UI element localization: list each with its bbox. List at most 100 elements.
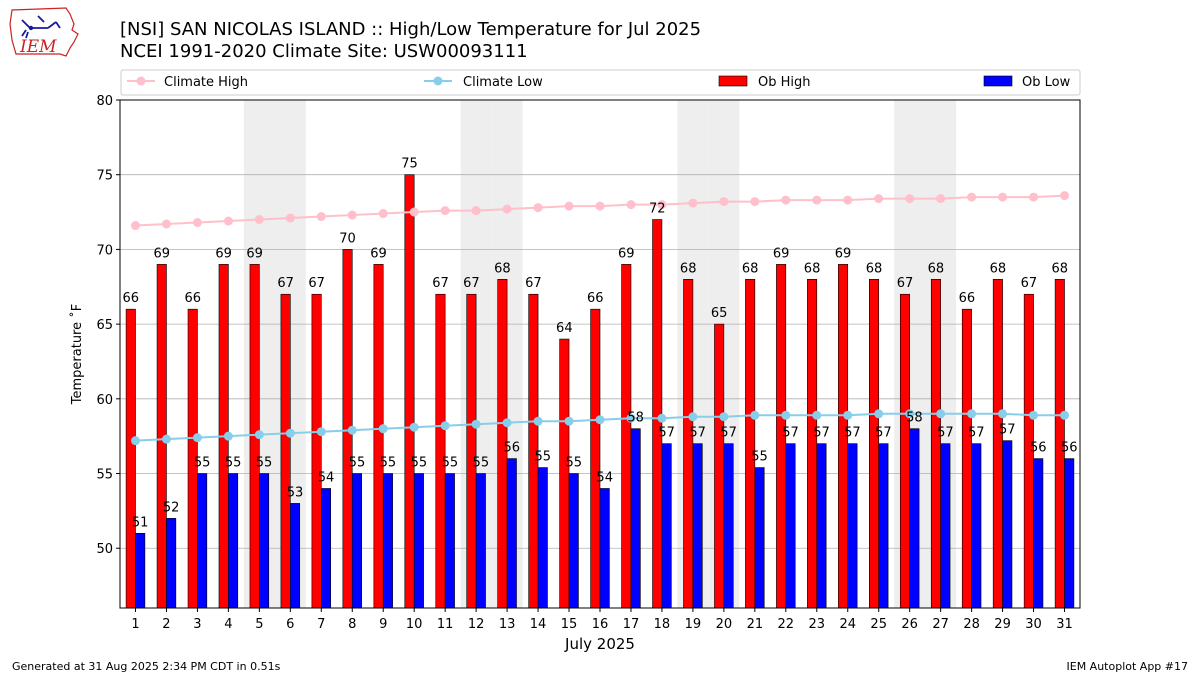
bar-ob-high-17 (621, 264, 632, 609)
label-ob-high-27: 68 (928, 261, 945, 276)
point-climate-low-11 (440, 421, 450, 431)
x-tick-label-8: 8 (348, 617, 356, 632)
iem-logo: IEM (9, 7, 79, 57)
point-climate-high-15 (564, 201, 574, 211)
bar-ob-high-16 (590, 308, 601, 609)
footer-generated: Generated at 31 Aug 2025 2:34 PM CDT in … (12, 660, 281, 673)
bar-ob-low-3 (197, 473, 208, 609)
point-climate-high-1 (130, 221, 140, 231)
legend-climate-high-marker (136, 76, 146, 86)
label-ob-low-30: 56 (1030, 441, 1047, 456)
chart-title-line2: NCEI 1991-2020 Climate Site: USW00093111 (120, 41, 528, 62)
bar-ob-low-4 (228, 473, 239, 609)
bar-ob-low-9 (382, 473, 393, 609)
point-climate-low-5 (254, 430, 264, 440)
point-climate-high-8 (347, 210, 357, 220)
x-tick-label-16: 16 (592, 617, 609, 632)
point-climate-high-6 (285, 213, 295, 223)
chart-legend: Climate High Climate Low Ob High Ob Low (120, 69, 1081, 96)
x-tick-label-22: 22 (778, 617, 795, 632)
x-tick-label-14: 14 (530, 617, 547, 632)
x-tick-label-15: 15 (561, 617, 578, 632)
point-climate-high-13 (502, 204, 512, 214)
x-tick-label-2: 2 (162, 617, 170, 632)
label-ob-low-8: 55 (349, 456, 366, 471)
bar-ob-low-29 (1002, 440, 1013, 609)
label-ob-low-16: 54 (596, 470, 613, 485)
x-tick-label-27: 27 (932, 617, 949, 632)
bar-ob-low-14 (537, 467, 548, 609)
point-climate-high-12 (471, 206, 481, 216)
label-ob-high-9: 69 (370, 246, 387, 261)
point-climate-high-28 (967, 192, 977, 202)
bar-series (125, 174, 1075, 609)
label-ob-high-31: 68 (1052, 261, 1069, 276)
x-tick-label-5: 5 (255, 617, 263, 632)
point-climate-high-17 (626, 200, 636, 210)
label-ob-low-25: 57 (875, 426, 892, 441)
bar-ob-high-18 (652, 219, 663, 609)
label-ob-high-8: 70 (339, 231, 356, 246)
label-ob-high-20: 65 (711, 306, 728, 321)
bar-ob-high-9 (373, 264, 384, 609)
point-climate-high-20 (719, 197, 729, 207)
legend-item-climate-high: Climate High (127, 75, 248, 90)
legend-frame (120, 69, 1081, 96)
point-climate-low-15 (564, 416, 574, 426)
bar-ob-high-15 (559, 338, 570, 609)
point-climate-high-4 (223, 216, 233, 226)
point-climate-low-1 (130, 436, 140, 446)
x-tick-label-29: 29 (994, 617, 1011, 632)
logo-weather-glyph (21, 15, 61, 39)
chart-title-line1: [NSI] SAN NICOLAS ISLAND :: High/Low Tem… (120, 19, 701, 40)
bar-ob-low-23 (816, 443, 827, 609)
bar-ob-low-22 (785, 443, 796, 609)
bar-ob-low-1 (135, 532, 146, 609)
label-ob-low-3: 55 (194, 456, 211, 471)
label-ob-high-3: 66 (184, 291, 201, 306)
bar-ob-low-2 (166, 518, 177, 609)
point-climate-low-27 (936, 409, 946, 419)
bar-ob-high-11 (435, 293, 446, 609)
y-tick-label-65: 65 (96, 318, 113, 333)
bar-ob-high-25 (869, 278, 880, 609)
point-climate-low-21 (750, 410, 760, 420)
point-climate-high-26 (905, 194, 915, 204)
label-ob-high-7: 67 (308, 276, 325, 291)
point-climate-low-19 (688, 412, 698, 422)
x-tick-label-30: 30 (1025, 617, 1042, 632)
label-ob-high-15: 64 (556, 321, 573, 336)
legend-climate-high-label: Climate High (164, 75, 248, 90)
point-climate-high-27 (936, 194, 946, 204)
bar-ob-low-28 (971, 443, 982, 609)
legend-ob-low-label: Ob Low (1022, 75, 1071, 90)
x-tick-label-7: 7 (317, 617, 325, 632)
x-tick-label-10: 10 (406, 617, 423, 632)
x-tick-label-3: 3 (193, 617, 201, 632)
bar-ob-high-28 (961, 308, 972, 609)
x-tick-label-18: 18 (654, 617, 671, 632)
point-climate-low-16 (595, 415, 605, 425)
bar-ob-high-20 (714, 323, 725, 609)
label-ob-high-23: 68 (804, 261, 821, 276)
x-tick-label-20: 20 (716, 617, 733, 632)
label-ob-high-24: 69 (835, 246, 852, 261)
x-tick-label-21: 21 (747, 617, 764, 632)
label-ob-low-5: 55 (256, 456, 273, 471)
bar-ob-high-6 (280, 293, 291, 609)
point-climate-high-18 (657, 200, 667, 210)
x-tick-label-12: 12 (468, 617, 485, 632)
bar-ob-high-10 (404, 174, 415, 609)
point-climate-low-9 (378, 424, 388, 434)
legend-item-ob-high: Ob High (718, 75, 811, 90)
legend-item-ob-low: Ob Low (983, 75, 1071, 90)
point-climate-low-3 (192, 433, 202, 443)
point-climate-high-10 (409, 207, 419, 217)
point-climate-high-9 (378, 209, 388, 219)
x-tick-label-28: 28 (963, 617, 980, 632)
bar-ob-low-15 (568, 473, 579, 609)
point-climate-high-31 (1060, 191, 1070, 201)
bar-ob-high-27 (930, 278, 941, 609)
label-ob-high-13: 68 (494, 261, 511, 276)
